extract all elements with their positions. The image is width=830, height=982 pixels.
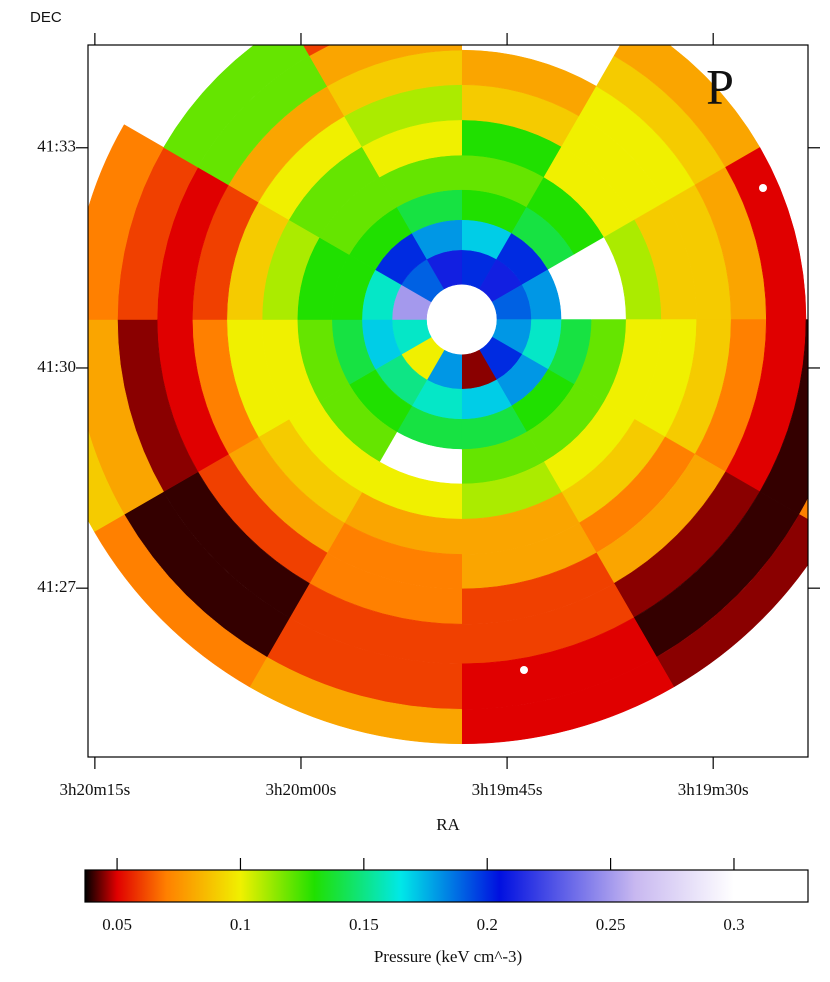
point-source (520, 666, 528, 674)
colorbar-tick-label: 0.15 (349, 915, 379, 934)
y-axis-label: DEC (30, 9, 62, 26)
pressure-cell (309, 45, 462, 87)
pressure-cell (302, 45, 331, 57)
pressure-cell (163, 45, 310, 168)
point-source (759, 184, 767, 192)
x-tick-label: 3h19m30s (678, 780, 749, 799)
x-tick-label: 3h20m15s (59, 780, 130, 799)
pressure-cell (88, 124, 164, 320)
colorbar-tick-label: 0.2 (477, 915, 498, 934)
colorbar-label: Pressure (keV cm^-3) (374, 947, 522, 966)
panel-label: P (706, 58, 734, 114)
colorbar-tick-label: 0.3 (723, 915, 744, 934)
y-tick-label: 41:33 (37, 137, 76, 156)
colorbar-tick-label: 0.05 (102, 915, 132, 934)
y-tick-label: 41:27 (37, 577, 76, 596)
colorbar (84, 869, 809, 903)
x-tick-label: 3h19m45s (472, 780, 543, 799)
colorbar-tick-label: 0.25 (596, 915, 626, 934)
x-tick-label: 3h20m00s (266, 780, 337, 799)
x-axis-label: RA (436, 815, 460, 834)
pressure-cell (88, 429, 125, 532)
colorbar-tick-label: 0.1 (230, 915, 251, 934)
map (88, 45, 808, 745)
plot-frame (87, 44, 809, 758)
y-tick-label: 41:30 (37, 357, 76, 376)
